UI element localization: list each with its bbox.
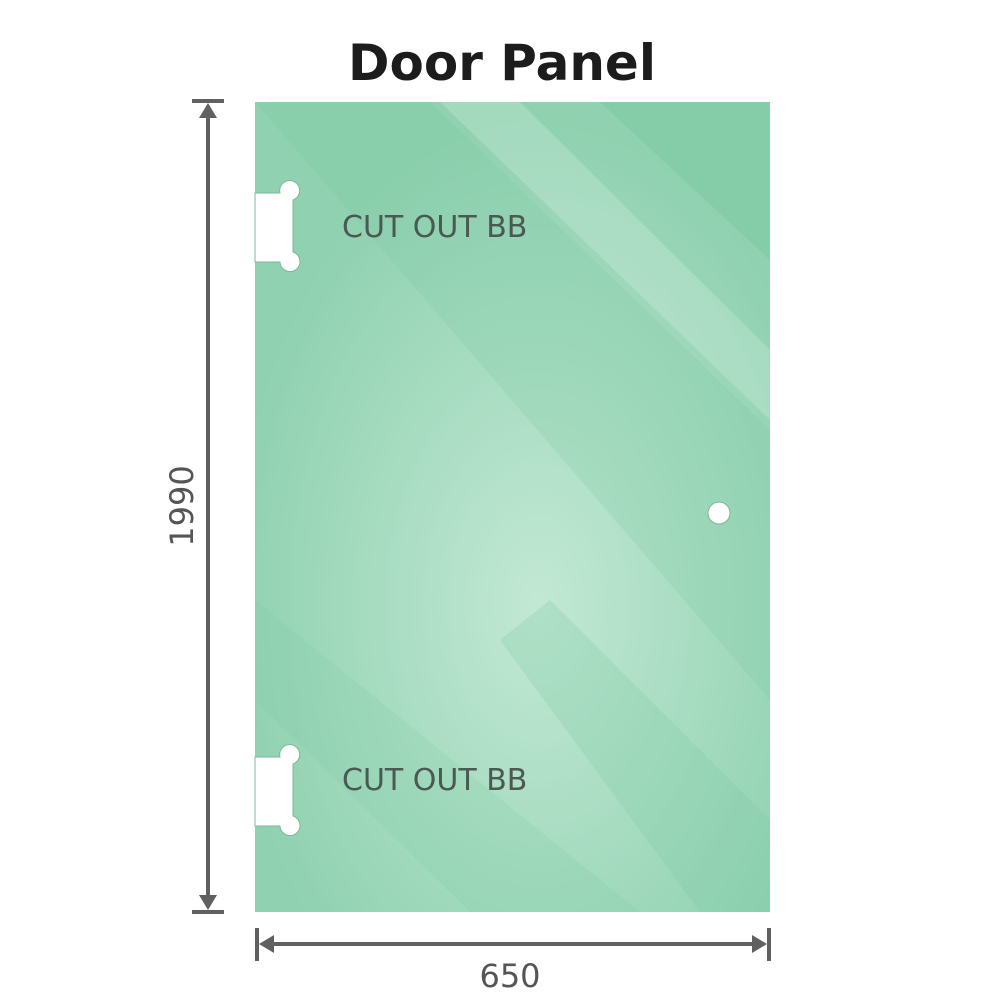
cutout-bottom (254, 744, 301, 837)
handle-hole (707, 501, 731, 525)
cutout-bottom-label: CUT OUT BB (342, 763, 527, 798)
width-dimension-line (255, 928, 771, 961)
height-label: 1990 (163, 465, 201, 546)
diagram-title: Door Panel (348, 34, 656, 92)
cutout-top-label: CUT OUT BB (342, 210, 527, 245)
cutout-top (254, 180, 301, 273)
width-label: 650 (479, 957, 540, 995)
glass-panel (254, 102, 770, 912)
height-dimension-line (192, 99, 224, 914)
